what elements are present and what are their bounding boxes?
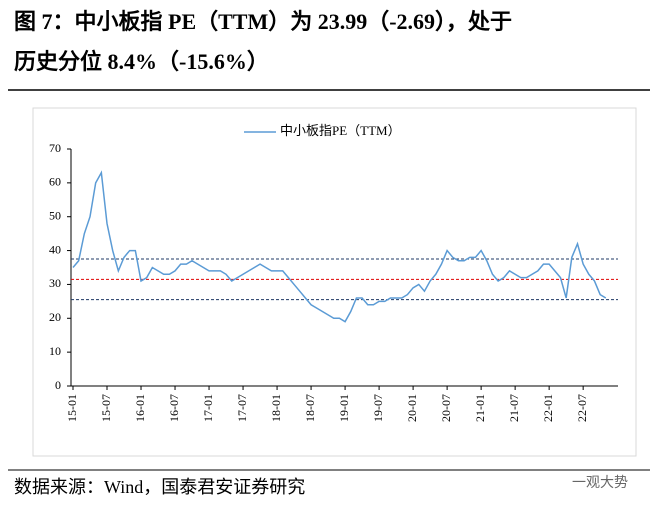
chart-frame bbox=[32, 107, 637, 457]
x-tick-label: 17-01 bbox=[201, 394, 215, 422]
y-tick-label: 40 bbox=[49, 242, 61, 256]
chart-subtitle: 历史分位 8.4%（-15.6%） bbox=[14, 49, 269, 74]
x-tick-label: 20-07 bbox=[439, 394, 453, 422]
source: 数据来源：Wind，国泰君安证券研究 bbox=[14, 477, 305, 497]
chart-title: 图 7：中小板指 PE（TTM）为 23.99（-2.69），处于 bbox=[14, 9, 512, 34]
x-tick-label: 15-01 bbox=[65, 394, 79, 422]
x-tick-label: 18-01 bbox=[269, 394, 283, 422]
x-tick-label: 21-01 bbox=[473, 394, 487, 422]
y-tick-label: 10 bbox=[49, 344, 61, 358]
series-line bbox=[72, 170, 607, 323]
y-tick-label: 30 bbox=[49, 276, 61, 290]
x-tick-label: 19-01 bbox=[337, 394, 351, 422]
x-tick-label: 15-07 bbox=[99, 394, 113, 422]
x-tick-label: 22-07 bbox=[575, 394, 589, 422]
x-tick-label: 16-01 bbox=[133, 394, 147, 422]
x-tick-label: 22-01 bbox=[541, 394, 555, 422]
y-tick-label: 60 bbox=[49, 175, 61, 189]
x-tick-label: 18-07 bbox=[303, 394, 317, 422]
legend-label: 中小板指PE（TTM） bbox=[280, 123, 401, 138]
x-tick-label: 17-07 bbox=[235, 394, 249, 422]
y-tick-label: 0 bbox=[55, 378, 61, 392]
x-tick-label: 21-07 bbox=[507, 394, 521, 422]
x-tick-label: 20-01 bbox=[405, 394, 419, 422]
watermark: 一观大势 bbox=[572, 475, 628, 491]
y-tick-label: 70 bbox=[49, 141, 61, 155]
y-tick-label: 20 bbox=[49, 310, 61, 324]
y-tick-label: 50 bbox=[49, 208, 61, 222]
x-tick-label: 16-07 bbox=[167, 394, 181, 422]
x-tick-label: 19-07 bbox=[371, 394, 385, 422]
